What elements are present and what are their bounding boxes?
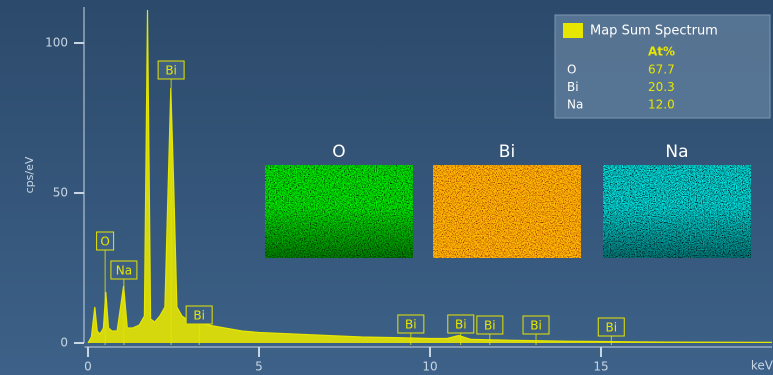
- peak-label: Bi: [605, 321, 617, 335]
- x-tick-label: 10: [422, 360, 437, 374]
- peak-label: Bi: [455, 318, 467, 332]
- x-tick-label: 15: [593, 360, 608, 374]
- y-axis-label: cps/eV: [23, 156, 36, 193]
- legend-label: Map Sum Spectrum: [590, 24, 718, 39]
- y-tick-label: 100: [45, 36, 68, 50]
- legend-header: At%: [648, 45, 675, 59]
- legend-element: O: [567, 63, 576, 77]
- legend-element: Na: [567, 98, 583, 112]
- y-tick-label: 50: [53, 186, 68, 200]
- x-tick-label: 5: [255, 360, 263, 374]
- peak-label: Bi: [484, 319, 496, 333]
- element-maps: O Bi Na: [265, 142, 751, 258]
- peak-label: Bi: [165, 64, 177, 78]
- peak-label: O: [100, 235, 109, 249]
- legend-swatch: [563, 23, 583, 38]
- legend-value: 12.0: [648, 98, 675, 112]
- map-title: O: [332, 142, 345, 162]
- peak-label: Bi: [193, 309, 205, 323]
- x-axis-label: keV: [751, 359, 773, 373]
- y-tick-label: 0: [60, 336, 68, 350]
- legend-value: 67.7: [648, 63, 675, 77]
- peak-label: Bi: [405, 318, 417, 332]
- legend-value: 20.3: [648, 80, 675, 94]
- peak-label: Bi: [530, 319, 542, 333]
- legend-element: Bi: [567, 80, 579, 94]
- map-title: Na: [665, 142, 688, 162]
- x-tick-label: 0: [84, 360, 92, 374]
- eds-window: cps/eV keV 0 50 100 0 5 10 15 O Bi Na O Na Bi Bi B…: [0, 0, 773, 375]
- map-bi: [433, 165, 581, 258]
- peak-label: Na: [116, 264, 132, 278]
- map-title: Bi: [499, 142, 515, 162]
- legend: Map Sum Spectrum At% O 67.7 Bi 20.3 Na 12.0: [555, 15, 770, 118]
- map-shade: [603, 165, 751, 258]
- map-shade: [265, 165, 413, 258]
